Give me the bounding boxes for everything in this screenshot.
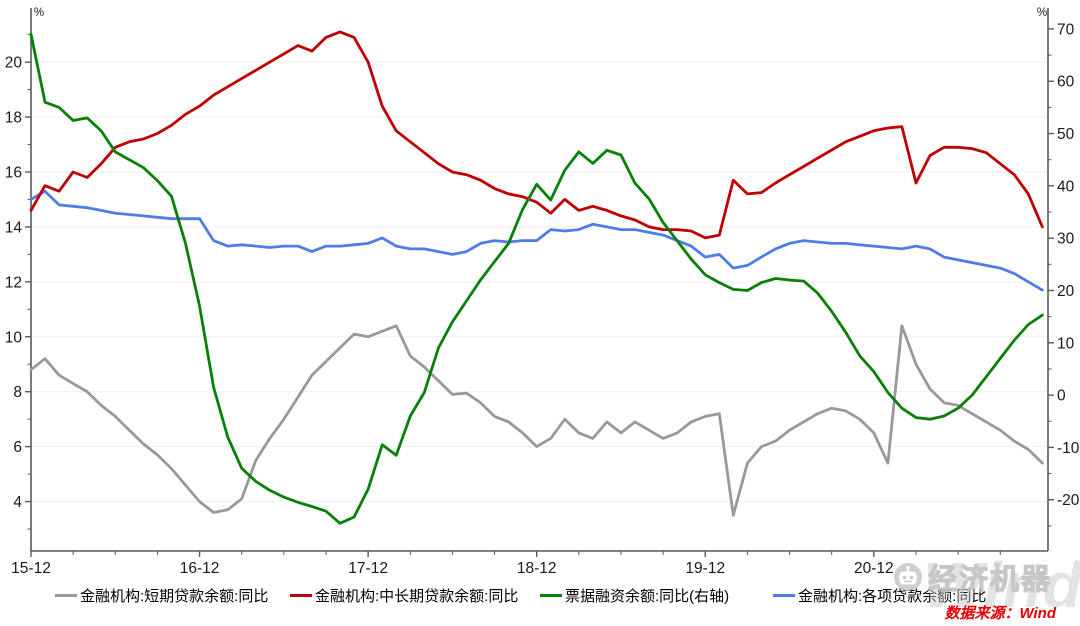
legend-label-all-loans: 金融机构:各项贷款余额:同比	[798, 588, 987, 605]
x-axis-tick-label: 15-12	[11, 560, 51, 577]
right-axis-tick-label: 10	[1057, 335, 1075, 352]
right-axis-tick-label: 30	[1057, 231, 1075, 248]
legend-item-short-term-loans: 金融机构:短期贷款余额:同比	[55, 585, 268, 605]
legend-label-short-term-loans: 金融机构:短期贷款余额:同比	[80, 588, 269, 605]
right-axis-tick-label: 60	[1057, 74, 1075, 91]
right-axis-tick-label: 0	[1057, 388, 1066, 405]
left-axis-tick-label: 12	[5, 274, 22, 291]
legend-swatch-medium-long-term-loans	[290, 594, 312, 597]
legend-item-bill-financing: 票据融资余额:同比(右轴)	[540, 585, 729, 605]
right-axis-tick-label: 50	[1057, 126, 1075, 143]
series-bill-financing	[29, 32, 1044, 525]
left-axis-unit-label: %	[34, 7, 44, 19]
data-source-note: 数据来源：Wind	[944, 605, 1056, 622]
legend-swatch-bill-financing	[540, 594, 562, 597]
right-axis-tick-label: 40	[1057, 178, 1075, 195]
legend-label-bill-financing: 票据融资余额:同比(右轴)	[565, 588, 730, 605]
x-axis-tick-label: 16-12	[180, 560, 220, 577]
series-medium-long-term-loans	[29, 30, 1044, 240]
left-axis-tick-label: 8	[13, 384, 22, 401]
legend-swatch-all-loans	[773, 594, 795, 597]
x-axis-tick-label: 18-12	[517, 560, 557, 577]
right-axis-unit-label: %	[1037, 7, 1047, 19]
x-axis-tick-label: 20-12	[854, 560, 894, 577]
left-axis-tick-label: 4	[13, 494, 22, 511]
legend: 金融机构:短期贷款余额:同比 金融机构:中长期贷款余额:同比 票据融资余额:同比(右…	[0, 585, 1080, 605]
right-axis-tick-label: -10	[1057, 440, 1080, 457]
series-all-loans	[29, 189, 1044, 292]
left-axis-tick-label: 18	[5, 110, 22, 127]
legend-swatch-short-term-loans	[55, 594, 77, 597]
left-axis-tick-label: 20	[5, 55, 23, 72]
x-axis-tick-label: 19-12	[685, 560, 725, 577]
left-axis-tick-label: 14	[5, 219, 23, 236]
legend-item-all-loans: 金融机构:各项贷款余额:同比	[773, 585, 986, 605]
right-axis-tick-label: 70	[1057, 21, 1075, 38]
left-axis-tick-label: 10	[5, 329, 23, 346]
left-axis-tick-label: 6	[13, 439, 22, 456]
legend-item-medium-long-term-loans: 金融机构:中长期贷款余额:同比	[290, 585, 518, 605]
x-axis-tick-label: 17-12	[348, 560, 388, 577]
left-axis-tick-label: 16	[5, 164, 22, 181]
right-axis-tick-label: 20	[1057, 283, 1075, 300]
right-axis-tick-label: -20	[1057, 492, 1080, 509]
series-short-term-loans	[29, 324, 1044, 517]
legend-label-medium-long-term-loans: 金融机构:中长期贷款余额:同比	[315, 588, 519, 605]
